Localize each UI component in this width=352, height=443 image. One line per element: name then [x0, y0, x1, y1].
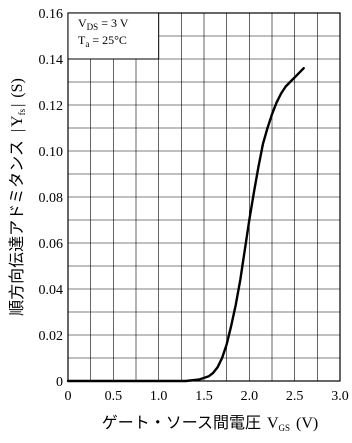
x-axis-title: ゲート・ソース間電圧 VGS (V): [102, 414, 319, 433]
y-axis-symbol-sub: fs: [17, 108, 27, 115]
annotation-ta-value: = 25°C: [89, 33, 127, 47]
y-tick-label: 0.04: [39, 283, 64, 298]
x-tick-label: 0.5: [105, 389, 123, 404]
x-axis-symbol: V: [267, 415, 279, 432]
y-tick-label: 0.08: [39, 191, 64, 206]
x-tick-label: 2.0: [241, 389, 259, 404]
y-tick-label: 0: [56, 375, 63, 390]
y-axis-title: 順方向伝達アドミタンス|Yfs|(S): [8, 78, 27, 316]
series: [66, 67, 305, 383]
x-tick-label: 1.0: [150, 389, 168, 404]
x-axis-unit: (V): [296, 415, 318, 432]
annotation-ta: Ta = 25°C: [78, 33, 127, 49]
plot-frame: [67, 12, 341, 382]
annotation-vds-value: = 3 V: [98, 16, 129, 30]
y-axis-bar-right: |: [9, 104, 26, 107]
annotation-vds: VDS = 3 V: [78, 16, 129, 32]
annotation-vds-symbol: V: [78, 16, 87, 30]
y-tick-label: 0.16: [39, 7, 64, 22]
annotation-vds-sub: DS: [87, 22, 99, 32]
x-axis-label: ゲート・ソース間電圧: [102, 414, 261, 432]
series-line: [66, 67, 305, 383]
x-tick-label: 3.0: [331, 389, 349, 404]
y-tick-label: 0.10: [39, 145, 64, 160]
y-axis-symbol: Y: [9, 115, 26, 127]
tick-labels: 0 0.5 1.0 1.5 2.0 2.5 3.0 0 0.02 0.04 0.06 0.08 0.10…: [39, 7, 349, 404]
annotation-ta-sub: a: [85, 39, 89, 49]
y-tick-label: 0.12: [39, 99, 64, 114]
x-tick-label: 2.5: [286, 389, 304, 404]
annotation-box: VDS = 3 V Ta = 25°C: [67, 12, 160, 60]
x-axis-symbol-sub: GS: [279, 423, 291, 433]
y-axis-bar-left: |: [9, 129, 26, 132]
y-tick-label: 0.02: [39, 329, 64, 344]
x-tick-label: 0: [65, 389, 72, 404]
annotation-ta-symbol: T: [78, 33, 86, 47]
annotation-box-bg: [67, 12, 160, 60]
y-tick-label: 0.14: [39, 53, 64, 68]
y-axis-unit: (S): [9, 78, 26, 98]
y-axis-label: 順方向伝達アドミタンス: [8, 140, 26, 316]
y-tick-label: 0.06: [39, 237, 64, 252]
grid: [68, 13, 340, 381]
x-tick-label: 1.5: [195, 389, 213, 404]
